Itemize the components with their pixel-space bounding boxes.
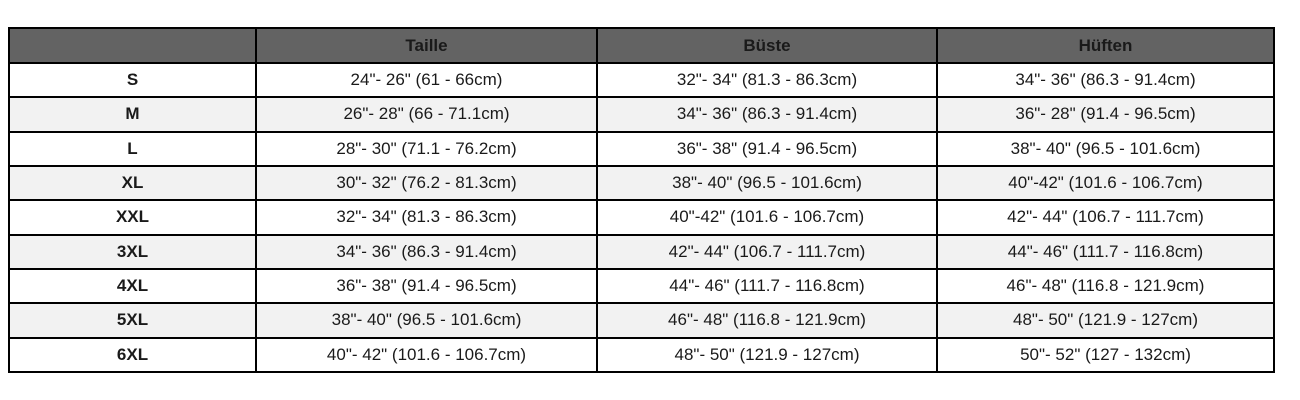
taille-cell: 26"- 28" (66 - 71.1cm) [255,96,598,133]
taille-cell: 40"- 42" (101.6 - 106.7cm) [255,336,598,374]
bueste-cell: 46"- 48" (116.8 - 121.9cm) [596,302,938,339]
taille-cell: 38"- 40" (96.5 - 101.6cm) [255,302,598,339]
bueste-cell: 34"- 36" (86.3 - 91.4cm) [596,96,938,133]
table-row: 3XL 34"- 36" (86.3 - 91.4cm) 42"- 44" (1… [8,233,1275,270]
size-label-cell: 3XL [8,233,257,270]
size-label-cell: 6XL [8,336,257,374]
taille-cell: 36"- 38" (91.4 - 96.5cm) [255,267,598,305]
size-label-cell: XL [8,164,257,202]
bueste-cell: 48"- 50" (121.9 - 127cm) [596,336,938,374]
table-row: 5XL 38"- 40" (96.5 - 101.6cm) 46"- 48" (… [8,302,1275,339]
table-row: 4XL 36"- 38" (91.4 - 96.5cm) 44"- 46" (1… [8,267,1275,305]
size-label-cell: M [8,96,257,133]
table-row: XL 30"- 32" (76.2 - 81.3cm) 38"- 40" (96… [8,164,1275,202]
col-header-size [8,27,257,64]
taille-cell: 28"- 30" (71.1 - 76.2cm) [255,130,598,167]
hueften-cell: 46"- 48" (116.8 - 121.9cm) [936,267,1275,305]
size-chart-table-container: Taille Büste Hüften S 24"- 26" (61 - 66c… [8,27,1275,374]
size-label-cell: S [8,61,257,99]
bueste-cell: 40"-42" (101.6 - 106.7cm) [596,199,938,236]
size-label-cell: 5XL [8,302,257,339]
table-row: L 28"- 30" (71.1 - 76.2cm) 36"- 38" (91.… [8,130,1275,167]
hueften-cell: 34"- 36" (86.3 - 91.4cm) [936,61,1275,99]
hueften-cell: 50"- 52" (127 - 132cm) [936,336,1275,374]
table-row: 6XL 40"- 42" (101.6 - 106.7cm) 48"- 50" … [8,336,1275,374]
size-label-cell: 4XL [8,267,257,305]
col-header-bueste: Büste [596,27,938,64]
header-row: Taille Büste Hüften [8,27,1275,64]
size-chart-table: Taille Büste Hüften S 24"- 26" (61 - 66c… [8,27,1275,374]
size-label-cell: XXL [8,199,257,236]
hueften-cell: 48"- 50" (121.9 - 127cm) [936,302,1275,339]
table-row: M 26"- 28" (66 - 71.1cm) 34"- 36" (86.3 … [8,96,1275,133]
size-label-cell: L [8,130,257,167]
taille-cell: 24"- 26" (61 - 66cm) [255,61,598,99]
bueste-cell: 42"- 44" (106.7 - 111.7cm) [596,233,938,270]
table-row: S 24"- 26" (61 - 66cm) 32"- 34" (81.3 - … [8,61,1275,99]
bueste-cell: 38"- 40" (96.5 - 101.6cm) [596,164,938,202]
bueste-cell: 44"- 46" (111.7 - 116.8cm) [596,267,938,305]
table-row: XXL 32"- 34" (81.3 - 86.3cm) 40"-42" (10… [8,199,1275,236]
hueften-cell: 44"- 46" (111.7 - 116.8cm) [936,233,1275,270]
bueste-cell: 36"- 38" (91.4 - 96.5cm) [596,130,938,167]
hueften-cell: 38"- 40" (96.5 - 101.6cm) [936,130,1275,167]
hueften-cell: 40"-42" (101.6 - 106.7cm) [936,164,1275,202]
bueste-cell: 32"- 34" (81.3 - 86.3cm) [596,61,938,99]
hueften-cell: 36"- 28" (91.4 - 96.5cm) [936,96,1275,133]
taille-cell: 34"- 36" (86.3 - 91.4cm) [255,233,598,270]
hueften-cell: 42"- 44" (106.7 - 111.7cm) [936,199,1275,236]
taille-cell: 32"- 34" (81.3 - 86.3cm) [255,199,598,236]
taille-cell: 30"- 32" (76.2 - 81.3cm) [255,164,598,202]
col-header-taille: Taille [255,27,598,64]
col-header-hueften: Hüften [936,27,1275,64]
